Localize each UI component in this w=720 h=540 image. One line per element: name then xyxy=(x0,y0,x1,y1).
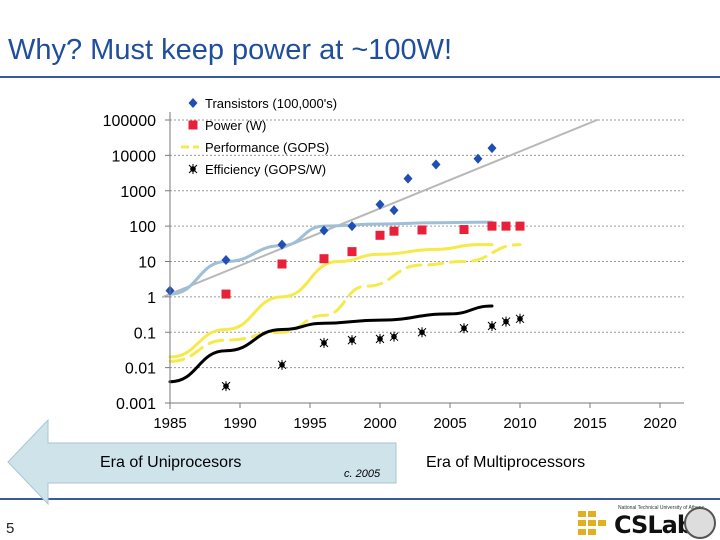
x-tick-label: 2015 xyxy=(573,415,606,432)
power-w-legend-swatch xyxy=(188,120,198,130)
y-tick-label: 10 xyxy=(138,255,156,272)
page-number: 5 xyxy=(6,520,15,537)
efficiency-gops-w-point xyxy=(417,327,427,338)
power-w-point xyxy=(389,226,399,236)
transistors-s-legend-label: Transistors (100,000's) xyxy=(205,96,337,111)
x-tick-label: 2000 xyxy=(363,415,396,432)
efficiency-gops-w-point xyxy=(277,359,287,370)
university-seal-icon xyxy=(684,507,716,539)
power-w-point xyxy=(277,259,287,269)
marker-cross xyxy=(501,316,511,327)
marker-cross xyxy=(515,313,525,324)
cslab-logo: National Technical University of Athens … xyxy=(578,505,718,539)
x-tick-label: 2010 xyxy=(503,415,536,432)
y-tick-label: 100 xyxy=(129,219,156,236)
transistors-s-point xyxy=(319,225,329,236)
era-multiprocessors-label: Era of Multiprocessors xyxy=(426,454,586,471)
marker-cross xyxy=(277,359,287,370)
footer-divider xyxy=(0,498,720,500)
y-tick-label: 100000 xyxy=(103,113,156,130)
logo-caption: National Technical University of Athens xyxy=(618,505,705,511)
y-tick-label: 1000 xyxy=(120,184,156,201)
y-tick-label: 0.001 xyxy=(116,396,156,413)
transistors-s-point xyxy=(487,143,497,154)
efficiency-gops-w-point xyxy=(389,331,399,342)
efficiency-gops-w-point xyxy=(459,323,469,334)
power-w-point xyxy=(459,225,469,235)
power-w-point xyxy=(487,221,497,231)
transistors-s-point xyxy=(403,173,413,184)
transistors-s-point xyxy=(277,239,287,250)
power-w-point xyxy=(417,225,427,235)
efficiency-gops-w-legend-label: Efficiency (GOPS/W) xyxy=(205,162,326,177)
efficiency-gops-w-point xyxy=(221,381,231,392)
marker-cross xyxy=(459,323,469,334)
efficiency-gops-w-point xyxy=(515,313,525,324)
marker-cross xyxy=(188,164,198,174)
title-divider xyxy=(0,76,720,78)
x-tick-label: 1985 xyxy=(153,415,186,432)
y-tick-label: 0.01 xyxy=(125,361,156,378)
power-w-legend-label: Power (W) xyxy=(205,118,266,133)
logo-text: CSLab xyxy=(614,511,694,539)
transistors-s-point xyxy=(375,199,385,210)
efficiency-gops-w-point xyxy=(501,316,511,327)
trend-line xyxy=(168,304,494,384)
efficiency-gops-w-point xyxy=(347,335,357,346)
marker-cross xyxy=(487,321,497,332)
transistors-s-legend-swatch xyxy=(188,98,198,108)
marker-cross xyxy=(221,381,231,392)
performance-gops-legend-label: Performance (GOPS) xyxy=(205,140,329,155)
y-tick-label: 0.1 xyxy=(134,325,156,342)
x-tick-label: 1990 xyxy=(223,415,256,432)
transistors-s-point xyxy=(389,205,399,216)
trend-line xyxy=(168,220,494,296)
y-tick-label: 10000 xyxy=(112,148,157,165)
power-w-point xyxy=(375,230,385,240)
transistors-s-point xyxy=(221,255,231,266)
era-arrow xyxy=(7,418,397,506)
trend-line xyxy=(168,243,522,363)
transistors-s-point xyxy=(473,153,483,164)
transistors-s-point xyxy=(347,221,357,232)
marker-cross xyxy=(319,337,329,348)
marker-cross xyxy=(375,333,385,344)
efficiency-gops-w-legend-swatch xyxy=(188,164,198,174)
slide-title: Why? Must keep power at ~100W! xyxy=(8,34,453,66)
x-tick-label: 2005 xyxy=(433,415,466,432)
power-w-point xyxy=(501,221,511,231)
power-w-point xyxy=(515,221,525,231)
logo-bars-icon xyxy=(578,511,606,535)
marker-cross xyxy=(347,335,357,346)
transistors-s-point xyxy=(431,159,441,170)
efficiency-gops-w-point xyxy=(487,321,497,332)
power-w-point xyxy=(347,247,357,257)
y-tick-label: 1 xyxy=(147,290,156,307)
power-w-point xyxy=(221,289,231,299)
x-tick-label: 1995 xyxy=(293,415,326,432)
efficiency-gops-w-point xyxy=(375,333,385,344)
marker-cross xyxy=(389,331,399,342)
trend-line xyxy=(168,243,494,359)
circa-label: c. 2005 xyxy=(344,468,381,480)
x-tick-label: 2020 xyxy=(643,415,676,432)
efficiency-gops-w-point xyxy=(319,337,329,348)
era-uniprocessors-label: Era of Uniprocesors xyxy=(100,454,242,471)
power-w-point xyxy=(319,254,329,264)
marker-cross xyxy=(417,327,427,338)
